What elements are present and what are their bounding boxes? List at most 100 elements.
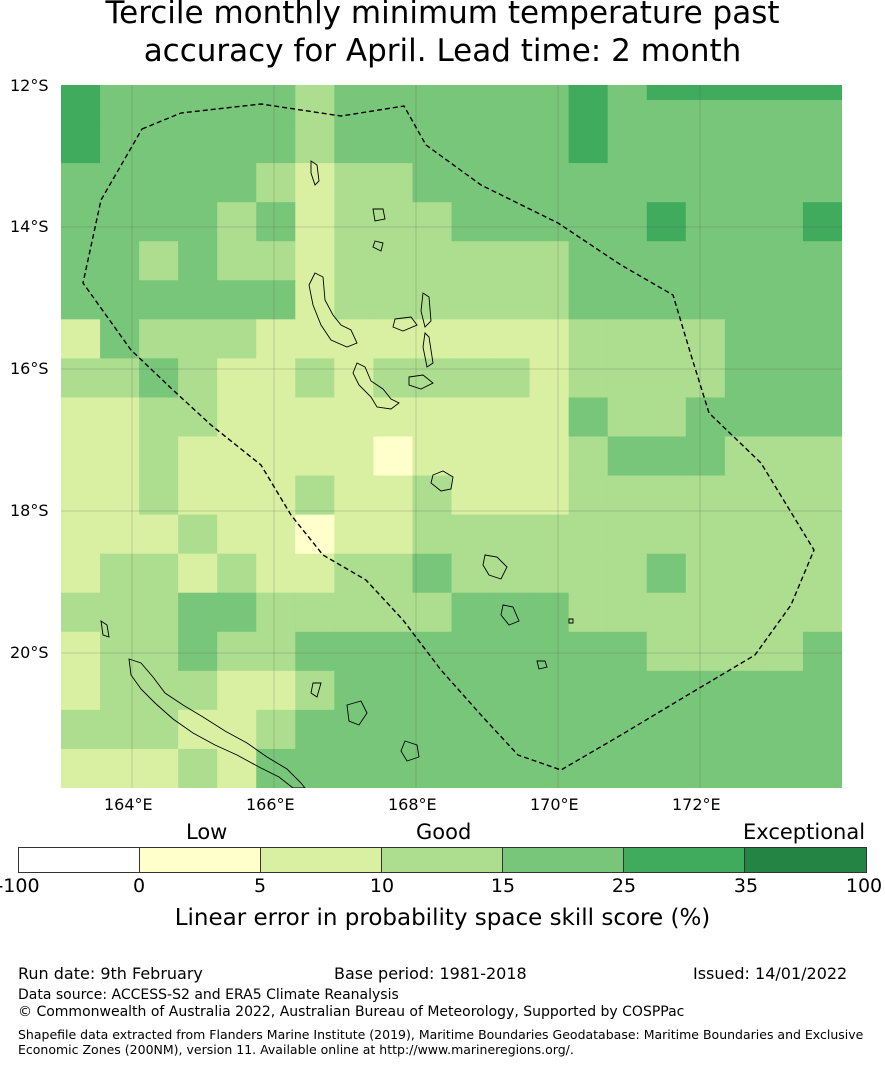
- skill-cell: [217, 553, 257, 594]
- skill-cell: [256, 436, 296, 477]
- skill-cell: [607, 748, 648, 788]
- skill-cell: [61, 514, 101, 555]
- base-period: Base period: 1981-2018: [334, 964, 527, 983]
- skill-cell: [334, 709, 374, 750]
- skill-cell: [490, 280, 531, 320]
- lat-label-12s: 12°S: [10, 76, 49, 95]
- skill-cell: [763, 163, 804, 203]
- skill-cell: [373, 202, 414, 242]
- skill-cell: [568, 670, 609, 711]
- colorbar-segment: [19, 848, 140, 872]
- skill-cell: [100, 85, 140, 125]
- skill-cell: [763, 748, 804, 788]
- futuna-island: [568, 618, 574, 624]
- skill-cell: [334, 748, 374, 788]
- skill-cell: [178, 670, 218, 711]
- data-source: Data source: ACCESS-S2 and ERA5 Climate …: [18, 987, 399, 1003]
- skill-cell: [178, 631, 218, 672]
- skill-cell: [763, 241, 804, 281]
- skill-cell: [490, 163, 531, 203]
- skill-cell: [61, 748, 101, 788]
- skill-cell: [568, 202, 609, 242]
- shapefile-credit-line-2: Economic Zones (200NM), version 11. Avai…: [18, 1042, 574, 1057]
- skill-cell: [61, 85, 101, 125]
- colorbar-tick: 5: [253, 875, 267, 897]
- skill-cell: [100, 397, 140, 438]
- skill-cell: [178, 280, 218, 320]
- skill-cell: [217, 475, 257, 516]
- skill-cell: [529, 202, 570, 242]
- skill-cell: [334, 85, 374, 125]
- skill-cell: [61, 358, 101, 399]
- skill-cell: [217, 436, 257, 477]
- skill-cell: [802, 670, 842, 711]
- skill-cell: [256, 241, 296, 281]
- skill-cell: [217, 280, 257, 320]
- skill-cell: [217, 397, 257, 438]
- skill-cell: [724, 592, 765, 633]
- aneityum-island: [536, 660, 548, 670]
- skill-cell: [724, 397, 765, 438]
- skill-cell: [646, 241, 687, 281]
- ouvea-island: [310, 682, 322, 698]
- skill-cell: [139, 163, 179, 203]
- skill-cell: [100, 514, 140, 555]
- skill-cell: [724, 280, 765, 320]
- skill-cell: [685, 202, 726, 242]
- skill-cell: [139, 475, 179, 516]
- skill-cell: [568, 85, 609, 125]
- skill-cell: [295, 241, 335, 281]
- skill-cell: [295, 592, 335, 633]
- skill-cell: [100, 670, 140, 711]
- skill-cell: [646, 709, 687, 750]
- skill-cell: [568, 319, 609, 359]
- skill-cell: [802, 592, 842, 633]
- skill-cell: [295, 709, 335, 750]
- skill-cell: [256, 202, 296, 242]
- skill-cell: [529, 319, 570, 359]
- skill-cell: [334, 592, 374, 633]
- skill-cell: [451, 358, 492, 399]
- skill-cell: [178, 241, 218, 281]
- skill-cell: [61, 124, 101, 164]
- skill-cell: [724, 748, 765, 788]
- skill-cell: [412, 124, 453, 164]
- skill-cell: [139, 436, 179, 477]
- skill-cell: [685, 124, 726, 164]
- skill-cell: [334, 475, 374, 516]
- lat-label-16s: 16°S: [10, 359, 49, 378]
- colorbar-segment: [503, 848, 624, 872]
- skill-cell: [412, 202, 453, 242]
- shapefile-credit-line-1: Shapefile data extracted from Flanders M…: [18, 1027, 864, 1042]
- skill-cell: [412, 709, 453, 750]
- skill-cell: [178, 436, 218, 477]
- skill-cell: [646, 592, 687, 633]
- skill-cell: [568, 592, 609, 633]
- lat-label-14s: 14°S: [10, 217, 49, 236]
- skill-cell: [802, 163, 842, 203]
- lon-label-164e: 164°E: [104, 795, 153, 814]
- skill-cell: [802, 553, 842, 594]
- skill-cell: [334, 631, 374, 672]
- skill-cell: [256, 553, 296, 594]
- skill-cell: [295, 436, 335, 477]
- colorbar: [18, 847, 867, 873]
- belep-island: [100, 620, 110, 638]
- skill-cell: [61, 202, 101, 242]
- skill-cell: [646, 280, 687, 320]
- skill-cell: [373, 592, 414, 633]
- run-date: Run date: 9th February: [18, 964, 203, 983]
- skill-cell: [490, 358, 531, 399]
- skill-cell: [529, 241, 570, 281]
- skill-cell: [685, 241, 726, 281]
- skill-cell: [607, 553, 648, 594]
- skill-cell: [373, 124, 414, 164]
- skill-cell: [646, 397, 687, 438]
- skill-cell: [763, 670, 804, 711]
- colorbar-segment: [624, 848, 745, 872]
- skill-cell: [334, 670, 374, 711]
- skill-cell: [373, 709, 414, 750]
- skill-grid: [61, 85, 842, 788]
- skill-cell: [490, 670, 531, 711]
- skill-cell: [100, 319, 140, 359]
